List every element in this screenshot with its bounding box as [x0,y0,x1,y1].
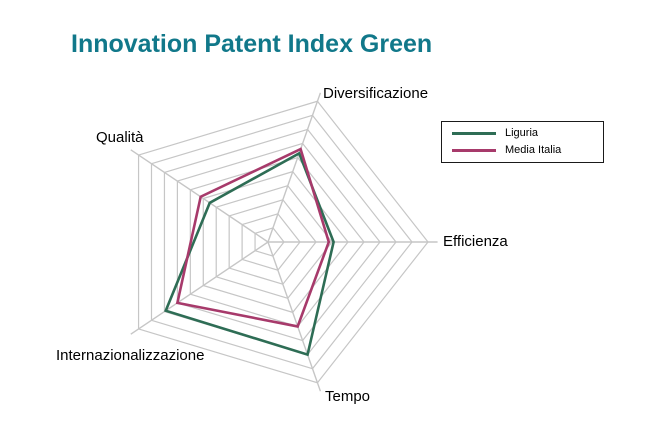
legend-label-media-italia: Media Italia [505,144,562,156]
legend-swatch-liguria [452,132,496,135]
series-line-media-italia [175,147,331,328]
axis-label-tempo: Tempo [325,388,371,405]
radar-axis-spoke [267,92,322,243]
radar-grid-ring [137,100,429,384]
axis-label-qualita: Qualità [96,129,144,146]
axis-label-efficienza: Efficienza [443,233,508,250]
radar-axis-spoke [130,149,269,243]
radar-axis-spoke [267,241,322,392]
legend: Liguria Media Italia [441,121,604,163]
radar-grid-ring [254,227,285,257]
series-line-liguria [164,151,335,357]
radar-grid-ring [189,156,365,328]
legend-item-liguria: Liguria [452,128,603,139]
radar-axis-spoke [130,241,269,335]
radar-grid-ring [228,199,317,285]
axis-label-diversificazione: Diversificazione [323,85,429,102]
axis-label-internazionalizzazione: Internazionalizzazione [56,347,205,364]
chart-title: Innovation Patent Index Green [71,30,433,58]
radar-grid-ring [241,213,301,271]
radar-grid-ring [150,114,413,370]
legend-item-media-italia: Media Italia [452,145,603,156]
radar-grid-ring [202,170,349,314]
legend-swatch-media-italia [452,149,496,152]
legend-label-liguria: Liguria [505,127,539,139]
radar-grid-ring [176,142,381,342]
